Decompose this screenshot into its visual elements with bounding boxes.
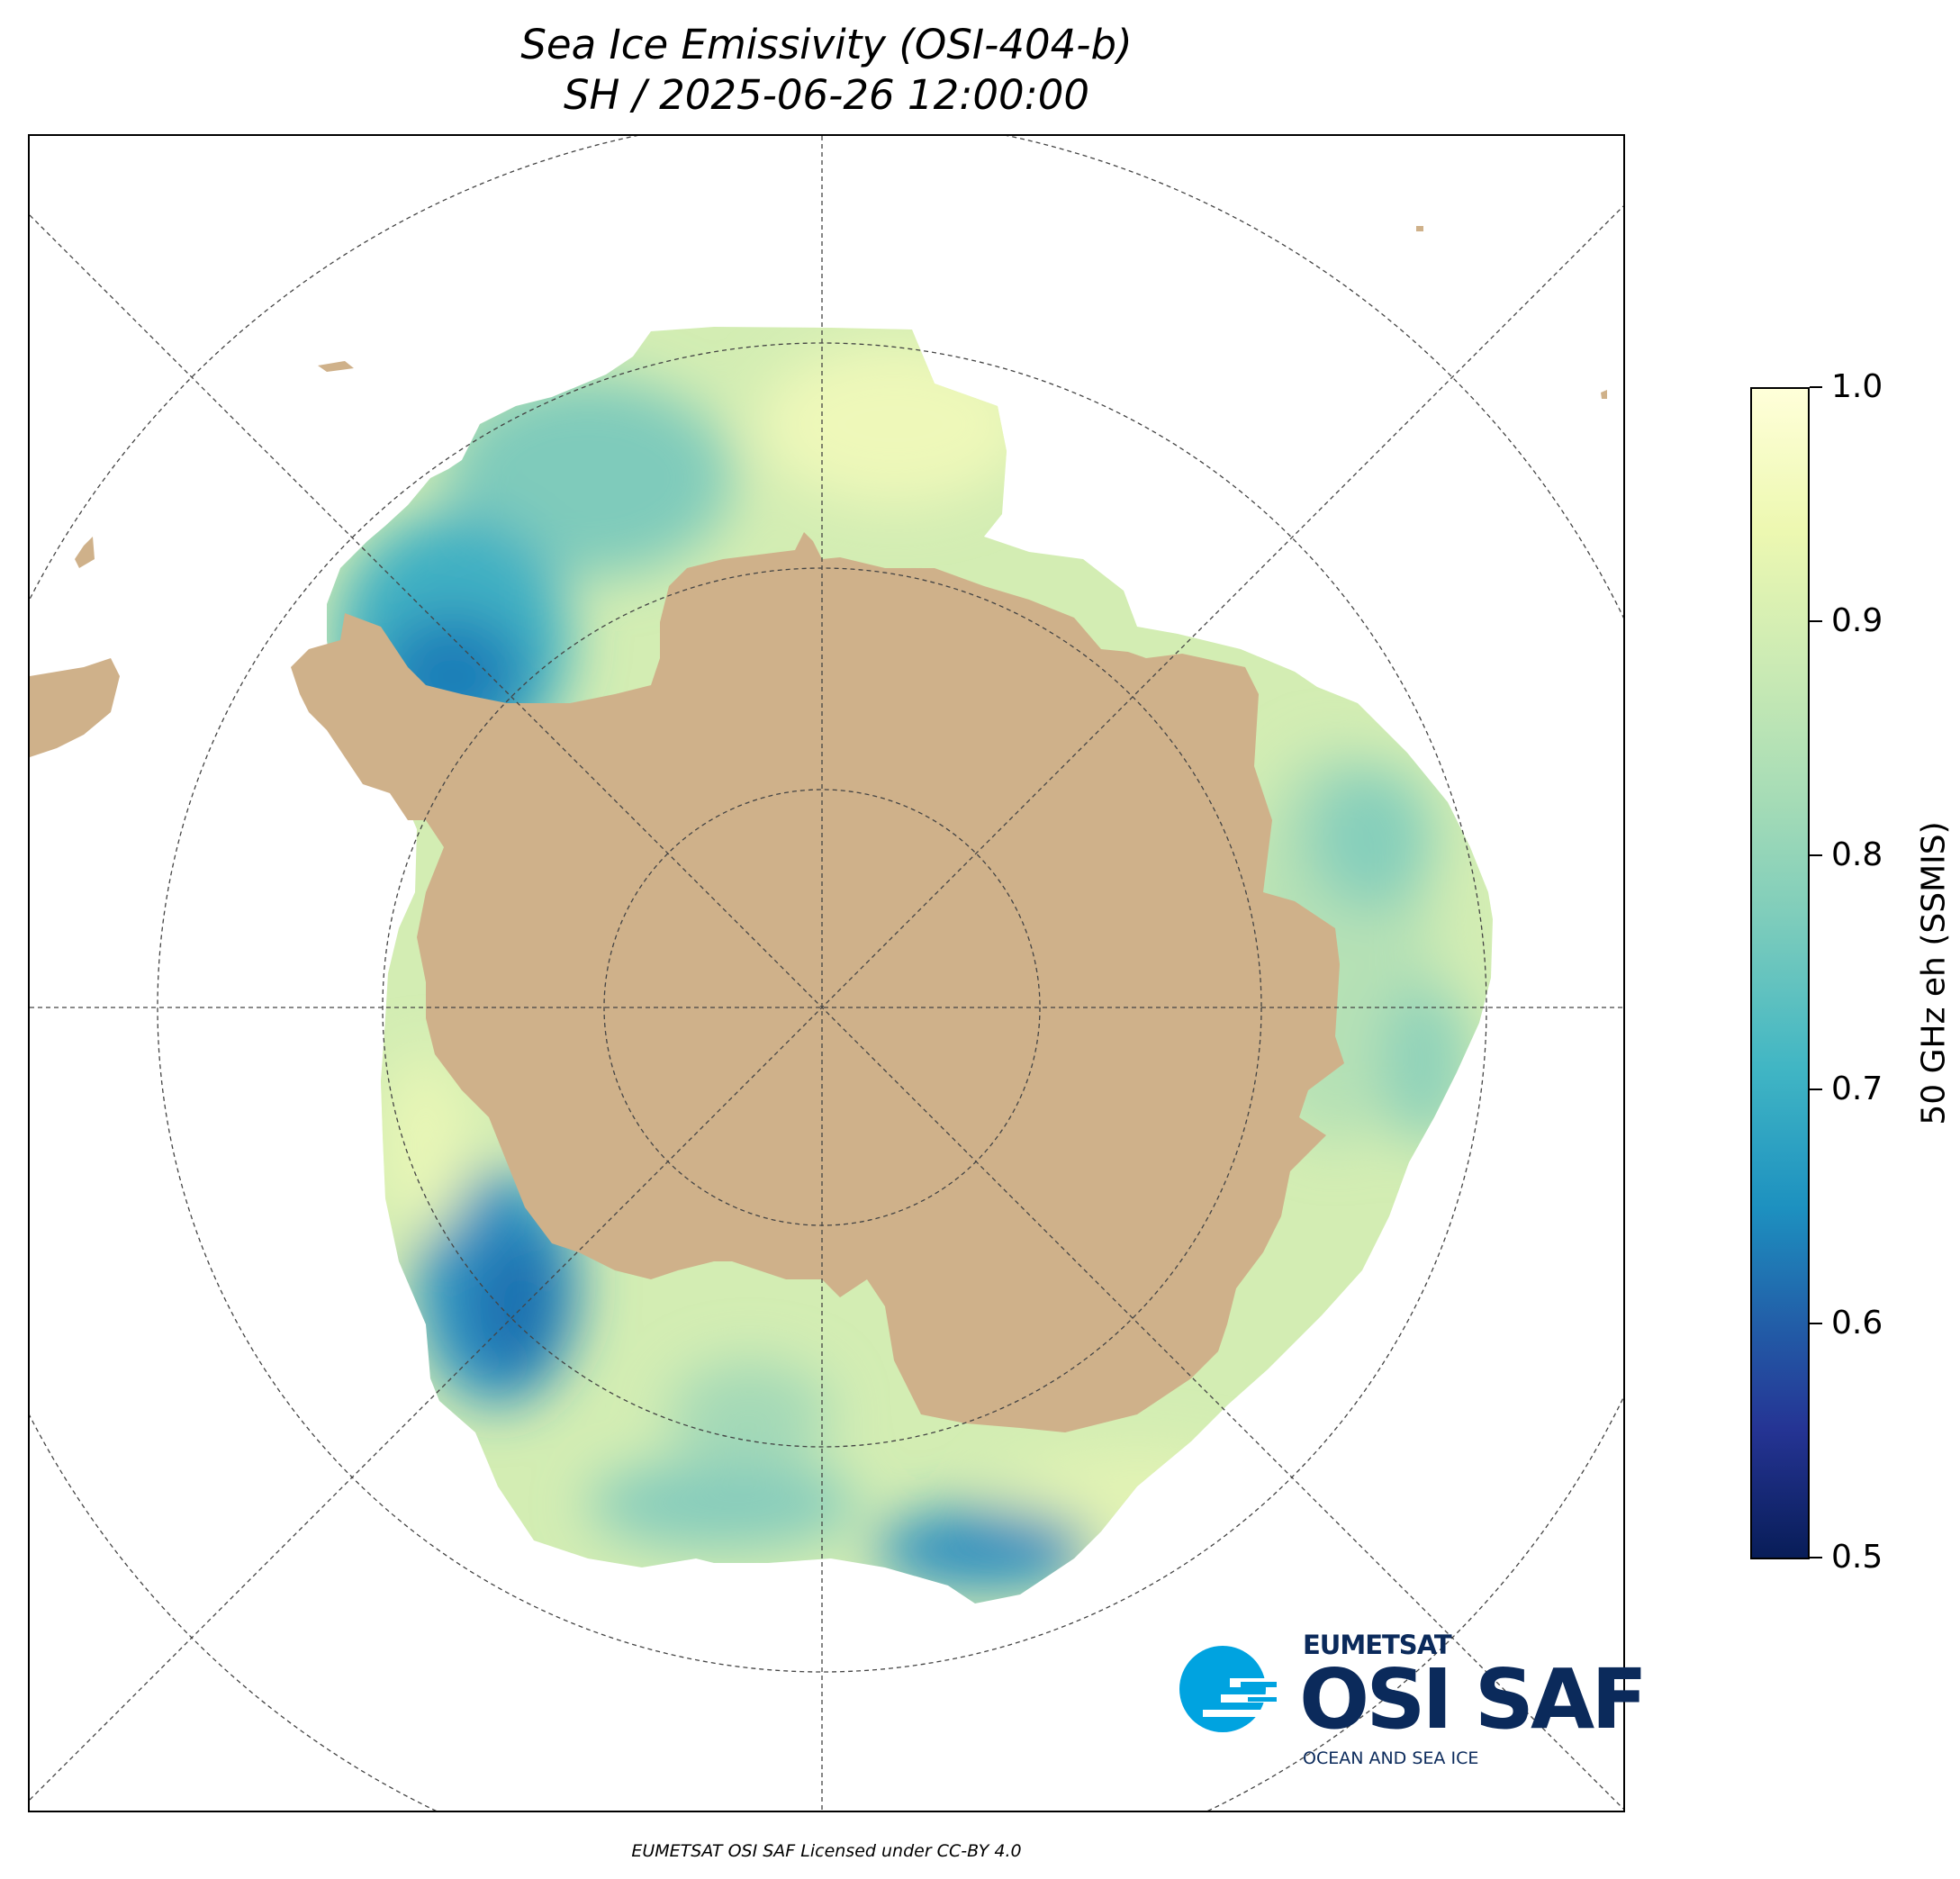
island-land (1601, 390, 1607, 399)
colorbar-tick-label: 0.7 (1831, 1070, 1883, 1107)
osisaf-logo-icon (1179, 1646, 1284, 1732)
graticule (30, 136, 1623, 1811)
license-credit: EUMETSAT OSI SAF Licensed under CC-BY 4.… (631, 1841, 1022, 1861)
colorbar-tick-label: 0.9 (1831, 602, 1883, 639)
eumetsat-logo-text: EUMETSAT (1303, 1630, 1452, 1660)
colorbar-tick-label: 0.8 (1831, 836, 1883, 873)
colorbar-tick-label: 0.5 (1831, 1539, 1883, 1576)
colorbar-tick-label: 1.0 (1831, 368, 1883, 405)
island-land (318, 361, 354, 372)
colorbar-tick (1810, 1089, 1822, 1090)
colorbar (1750, 387, 1810, 1559)
osisaf-logo-text: OSI SAF (1299, 1651, 1648, 1748)
colorbar-tick (1810, 1323, 1822, 1324)
island-land (1416, 226, 1423, 231)
colorbar-tick (1810, 854, 1822, 856)
polar-map (28, 134, 1625, 1812)
colorbar-label: 50 GHz eh (SSMIS) (1915, 821, 1953, 1125)
south-america-land (30, 658, 120, 757)
map-subtitle: SH / 2025-06-26 12:00:00 (563, 71, 1090, 119)
land-masses (30, 226, 1607, 1432)
island-land (75, 537, 95, 568)
antarctica-land (291, 532, 1344, 1432)
polar-map-canvas (30, 136, 1623, 1811)
colorbar-tick-label: 0.6 (1831, 1305, 1883, 1341)
colorbar-tick (1810, 386, 1822, 388)
ocean-sea-ice-logo-text: OCEAN AND SEA ICE (1303, 1748, 1479, 1768)
colorbar-tick (1810, 1557, 1822, 1558)
colorbar-tick (1810, 620, 1822, 622)
map-title: Sea Ice Emissivity (OSI-404-b) (520, 21, 1133, 68)
